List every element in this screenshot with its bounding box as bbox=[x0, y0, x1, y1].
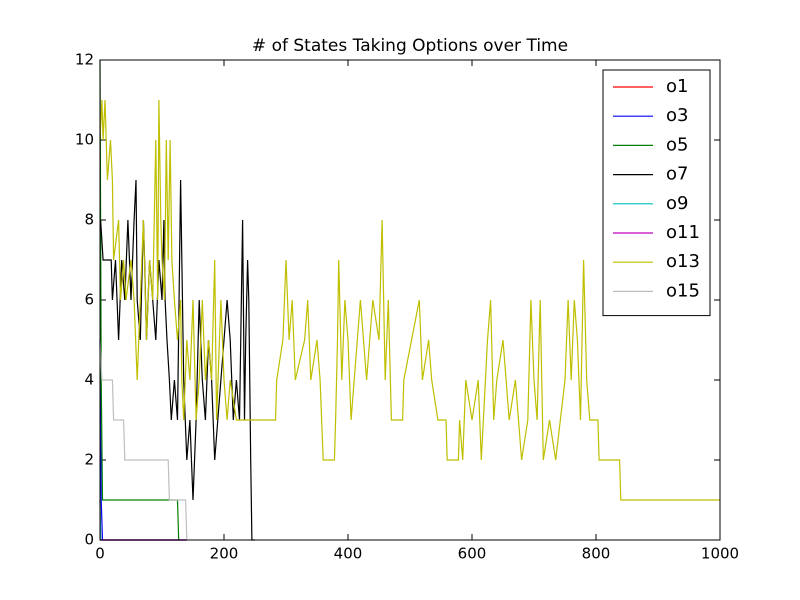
legend-label: o11 bbox=[666, 222, 700, 243]
x-tick-label: 600 bbox=[458, 545, 487, 563]
plot-frame bbox=[99, 59, 721, 541]
y-tick-label: 12 bbox=[75, 51, 94, 69]
legend-label: o7 bbox=[666, 164, 688, 185]
y-tick-label: 2 bbox=[84, 451, 94, 469]
y-tick-label: 6 bbox=[84, 291, 94, 309]
legend-label: o3 bbox=[666, 105, 688, 126]
x-tick-label: 1000 bbox=[701, 545, 739, 563]
y-tick-label: 4 bbox=[84, 371, 94, 389]
legend-box bbox=[602, 69, 711, 317]
legend-label: o13 bbox=[666, 251, 700, 272]
y-tick-label: 8 bbox=[84, 211, 94, 229]
y-tick-label: 0 bbox=[84, 531, 94, 549]
legend-label: o9 bbox=[666, 193, 688, 214]
x-tick-label: 800 bbox=[582, 545, 611, 563]
x-tick-label: 400 bbox=[334, 545, 363, 563]
legend-label: o1 bbox=[666, 76, 688, 97]
series-line bbox=[99, 339, 188, 541]
series-line bbox=[99, 99, 720, 501]
x-tick-label: 0 bbox=[95, 545, 105, 563]
y-tick-label: 10 bbox=[75, 131, 94, 149]
x-tick-label: 200 bbox=[210, 545, 239, 563]
legend-label: o15 bbox=[666, 280, 700, 301]
chart-title: # of States Taking Options over Time bbox=[252, 36, 568, 56]
legend-label: o5 bbox=[666, 134, 688, 155]
